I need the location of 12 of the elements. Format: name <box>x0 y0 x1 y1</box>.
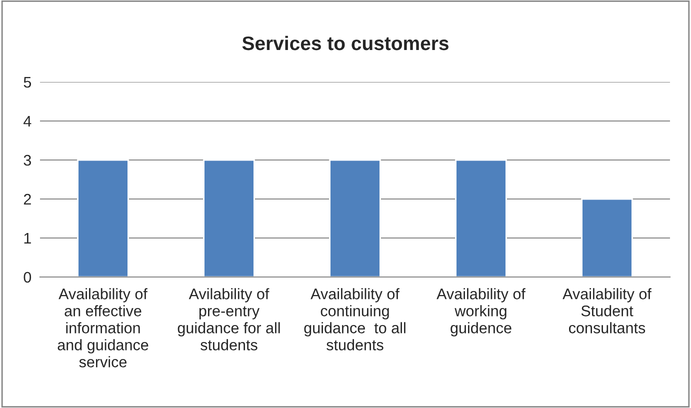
y-tick-label: 3 <box>24 154 31 166</box>
chart-title: Services to customers <box>242 36 448 50</box>
y-tick-label: 2 <box>24 194 31 205</box>
x-tick-label: Availability of an effective information and guidance service <box>58 288 148 368</box>
x-tick-label: Availability of working guidence <box>436 288 526 336</box>
y-tick-label: 0 <box>24 272 32 283</box>
y-tick-label: 4 <box>24 116 32 127</box>
y-tick-label: 5 <box>24 77 32 88</box>
x-tick-label: Availability of continuing guidance to all students <box>304 288 406 350</box>
y-tick-label: 1 <box>24 233 31 244</box>
x-tick-label: Availability of Student consultants <box>562 288 652 334</box>
x-tick-label: Avilability of pre-entry guidance for all students <box>178 288 280 350</box>
